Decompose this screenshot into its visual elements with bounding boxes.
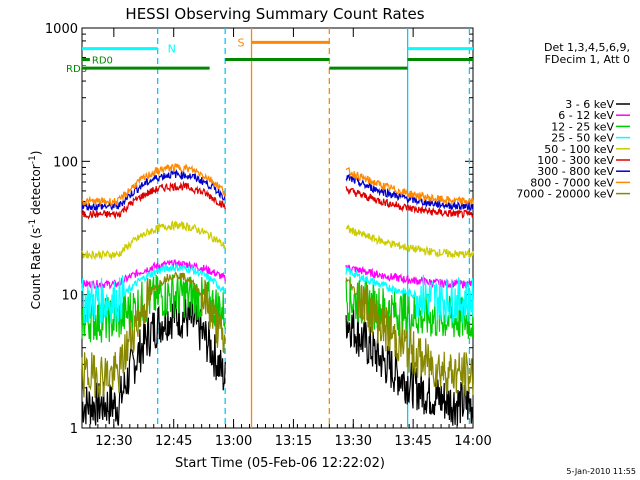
y-axis-label-sup1: -1 [28, 219, 38, 228]
x-tick-label: 13:15 [275, 434, 312, 449]
series-line [81, 295, 474, 426]
timestamp: 5-Jan-2010 11:55 [566, 467, 636, 476]
legend-label: 7000 - 20000 keV [516, 188, 614, 201]
x-tick-label: 13:30 [335, 434, 372, 449]
y-tick-label: 1000 [45, 22, 78, 37]
y-tick-label: 100 [53, 155, 78, 170]
flag-label-rd0: RD0 [92, 56, 113, 67]
plot-frame [81, 27, 474, 429]
y-tick-label: 1 [70, 422, 78, 437]
legend-label: 3 - 6 keV [565, 98, 614, 111]
x-tick-label: 12:30 [95, 434, 132, 449]
legend-label: 800 - 7000 keV [530, 176, 614, 189]
x-tick-label: 13:00 [215, 434, 252, 449]
series-line [81, 180, 474, 220]
legend-header-line: Det 1,3,4,5,6,9, [544, 41, 630, 54]
x-tick-label: 13:45 [394, 434, 431, 449]
legend-label: 100 - 300 keV [537, 154, 614, 167]
y-axis-label-mid: detector [29, 164, 43, 219]
x-axis-label: Start Time (05-Feb-06 12:22:02) [175, 456, 385, 471]
legend-label: 300 - 800 keV [537, 165, 614, 178]
y-axis-label-main: Count Rate (s [29, 228, 43, 310]
x-tick-label: 14:00 [454, 434, 491, 449]
flag-label-rds: RDS [66, 64, 87, 75]
legend-label: 25 - 50 keV [551, 132, 614, 145]
series-line [81, 271, 474, 399]
y-axis-label-sup2: -1 [28, 155, 38, 164]
flag-label-s: S [238, 36, 245, 49]
series-line [81, 263, 474, 324]
legend-label: 12 - 25 keV [551, 120, 614, 133]
plot-area: 1 10 100 1000 12:30 12:45 13:00 13:15 13:30 13:45… [45, 22, 492, 449]
flag-label-n: N [168, 43, 176, 56]
legend-header-line: FDecim 1, Att 0 [545, 53, 630, 66]
y-axis-label-end: ) [29, 151, 43, 156]
series-line [81, 162, 474, 207]
legend-label: 50 - 100 keV [544, 143, 614, 156]
x-tick-label: 12:45 [155, 434, 192, 449]
y-tick-label: 10 [61, 289, 78, 304]
series-line [81, 168, 474, 212]
series-line [81, 220, 474, 261]
y-axis-label: Count Rate (s-1 detector-1) [28, 151, 43, 310]
legend-label: 6 - 12 keV [558, 109, 614, 122]
chart-title: HESSI Observing Summary Count Rates [125, 5, 424, 23]
